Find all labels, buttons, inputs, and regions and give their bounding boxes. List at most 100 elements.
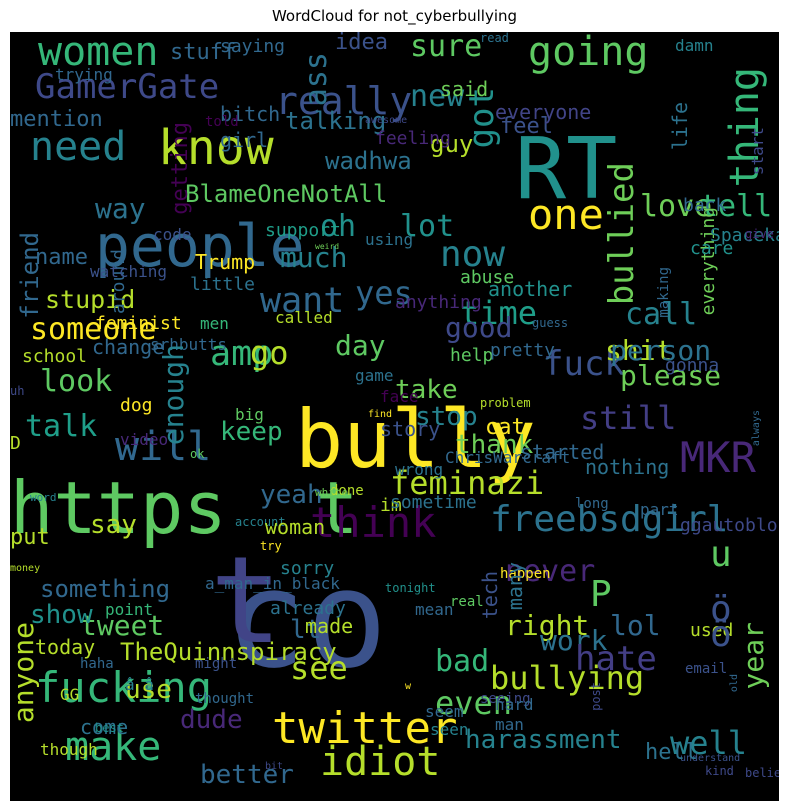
word-talking: talking <box>285 107 387 135</box>
word-problem: problem <box>480 396 531 410</box>
word-used: used <box>690 620 734 641</box>
word-way: way <box>95 192 146 225</box>
word-well: well <box>670 724 748 762</box>
word-getting: getting <box>168 122 193 215</box>
word-time: time <box>460 294 538 332</box>
word-school: school <box>22 346 88 367</box>
word-post: post <box>589 682 603 711</box>
word-im: im <box>380 495 402 516</box>
word-amp: amp <box>210 334 274 374</box>
word-might: might <box>195 656 238 672</box>
word-bit: bit <box>265 761 284 772</box>
word-want: want <box>260 281 345 321</box>
word-care: care <box>690 238 734 259</box>
word-part: part <box>640 500 679 519</box>
word-know: know <box>158 120 274 176</box>
word-nothing: nothing <box>585 455 670 479</box>
word-made: made <box>305 614 354 638</box>
word-feminist: feminist <box>95 313 182 334</box>
word-good: good <box>445 311 513 344</box>
word-keep: keep <box>220 417 283 447</box>
word-read: read <box>480 32 509 45</box>
word-girl: girl <box>220 128 269 152</box>
word-dude: dude <box>180 705 243 735</box>
word-take: take <box>395 375 458 405</box>
word-another: another <box>488 277 573 301</box>
word-need: need <box>30 124 127 170</box>
word-trying: trying <box>55 65 113 84</box>
word-women: women <box>38 32 159 75</box>
word-gamergate: GamerGate <box>35 67 220 107</box>
word-talk: talk <box>25 409 98 444</box>
word-much: much <box>280 241 348 274</box>
word-a-man-in-black: a_man_in_black <box>205 574 340 593</box>
word-help: help <box>450 345 494 366</box>
word-stuff: stuff <box>170 40 237 65</box>
word-going: going <box>528 32 649 75</box>
word-bad: bad <box>435 644 490 679</box>
word-awesome: awesome <box>365 115 408 126</box>
word-ass: ass <box>299 52 334 107</box>
word-blameonenotall: BlameOneNotAll <box>185 180 388 208</box>
word-name: name <box>35 245 88 270</box>
word-harassment: harassment <box>465 725 622 755</box>
word-mention: mention <box>10 107 103 132</box>
word-use: use <box>125 675 172 705</box>
word-started: started <box>520 440 605 464</box>
word-person: person <box>610 334 712 367</box>
word-sometime: sometime <box>390 492 477 513</box>
word-everything: everything <box>698 207 719 316</box>
word-cat: cat <box>485 415 525 440</box>
word-though: though <box>40 740 98 759</box>
word-will: will <box>115 424 212 470</box>
chart-title: WordCloud for not_cyberbullying <box>271 7 518 25</box>
word-thequinnspiracy: TheQuinnspiracy <box>120 638 337 666</box>
word-long: long <box>575 496 609 512</box>
word-watching: watching <box>90 262 168 281</box>
word-show: show <box>30 600 93 630</box>
word-today: today <box>35 635 96 659</box>
word-fuck: fuck <box>543 344 625 384</box>
word-sorry: sorry <box>280 558 335 579</box>
word-t: t <box>210 532 283 671</box>
word-glyph: ö <box>710 614 732 655</box>
word-guess: guess <box>532 316 569 330</box>
word-kind: kind <box>705 764 734 778</box>
word-cloud-canvas: co t RT bully https t people know one really going… <box>10 32 779 801</box>
word-email: email <box>685 661 728 677</box>
word-t: t <box>315 466 359 550</box>
word-real: real <box>450 594 484 610</box>
word-really: really <box>275 79 413 123</box>
word-tell: tell <box>700 189 773 224</box>
word-woman: woman <box>265 515 326 539</box>
word-wrong: wrong <box>395 460 444 479</box>
word-look: look <box>40 364 113 399</box>
word-d: D <box>10 433 21 454</box>
word-making: making <box>656 267 672 318</box>
word-happen: happen <box>500 566 551 582</box>
word-still: still <box>580 399 677 437</box>
word-lt: lt <box>290 615 322 645</box>
word-gonna: gonna <box>665 355 720 376</box>
word-anyone: anyone <box>10 622 40 724</box>
word-yes: yes <box>355 274 413 312</box>
word-new: new <box>410 79 465 114</box>
word-even: even <box>435 684 513 722</box>
word-freebsdgirl: freebsdgirl <box>490 499 729 540</box>
word-video: video <box>120 430 169 449</box>
word-mkr: MKR <box>680 433 756 482</box>
word-hate: hate <box>575 639 657 679</box>
word-support: support <box>265 220 341 241</box>
word-start: start <box>748 127 767 176</box>
word-best: best <box>95 721 124 735</box>
word-face: face <box>380 387 419 406</box>
word-already: already <box>270 598 346 619</box>
word-many: many <box>503 562 527 611</box>
word-dog: dog <box>120 395 153 416</box>
word-idiot: idiot <box>320 739 441 785</box>
word-chriswarcraft: ChrisWarcraft <box>445 448 571 467</box>
word-uh: uh <box>10 384 25 398</box>
word-srhbutts: srhbutts <box>150 335 228 354</box>
word-shit: shit <box>605 334 673 367</box>
word-hell: hell <box>645 740 698 765</box>
